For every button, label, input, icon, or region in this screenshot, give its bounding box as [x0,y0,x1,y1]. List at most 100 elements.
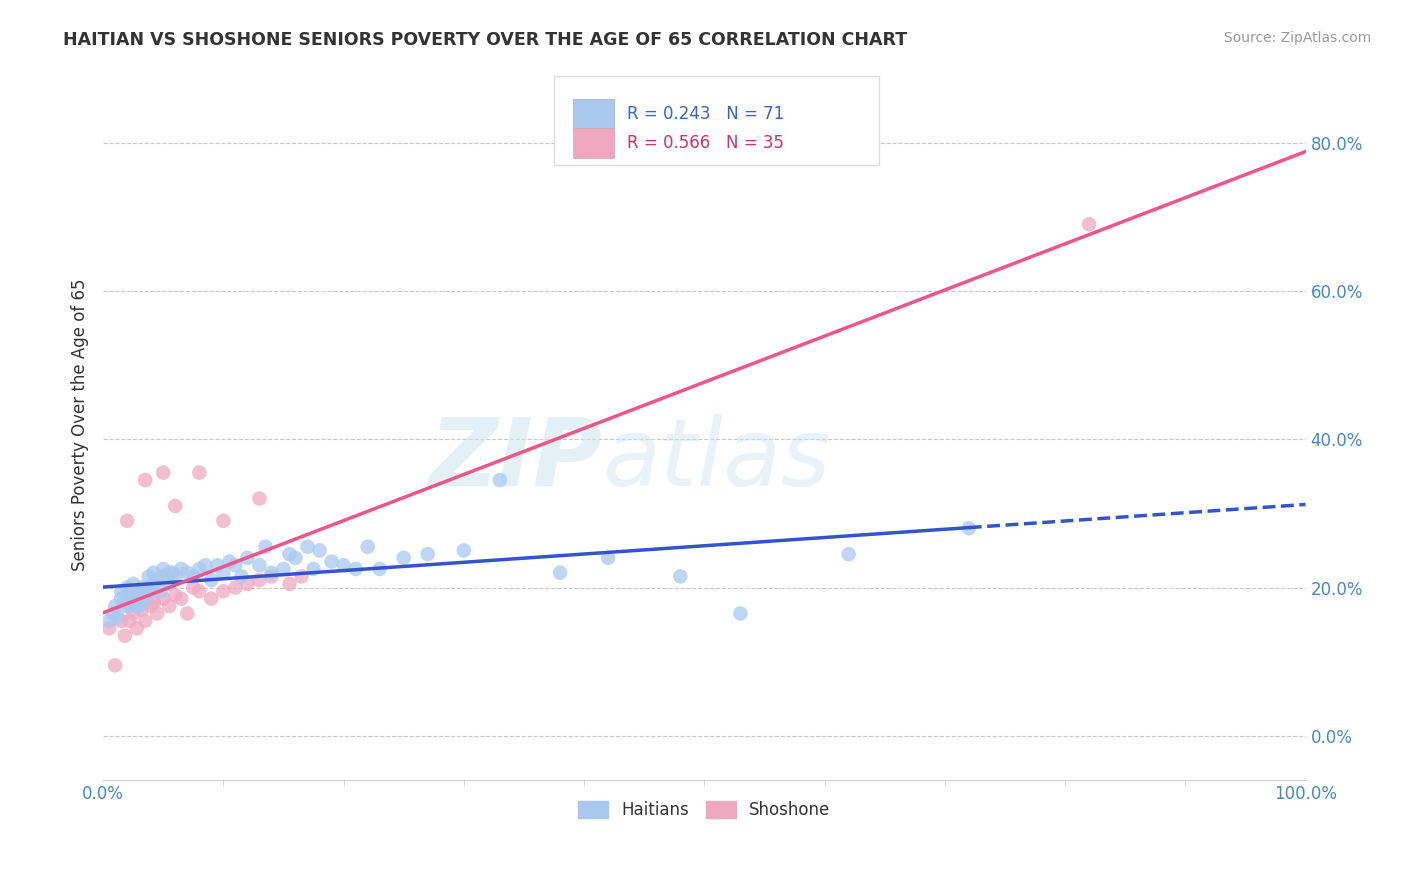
Text: HAITIAN VS SHOSHONE SENIORS POVERTY OVER THE AGE OF 65 CORRELATION CHART: HAITIAN VS SHOSHONE SENIORS POVERTY OVER… [63,31,907,49]
Point [224,558,246,573]
Point [170,591,193,606]
Text: ZIP: ZIP [429,414,602,506]
Point [249,491,271,506]
Point [290,569,312,583]
Point [142,577,165,591]
Text: Source: ZipAtlas.com: Source: ZipAtlas.com [1223,31,1371,45]
Point [125,599,148,613]
Point [730,607,752,621]
Point [122,595,145,609]
Point [236,577,259,591]
Point [122,607,145,621]
Point [200,591,222,606]
Point [260,566,283,580]
Point [157,577,180,591]
Point [212,514,235,528]
Point [278,547,301,561]
Point [453,543,475,558]
Point [128,599,150,613]
Text: atlas: atlas [602,415,831,506]
Point [118,584,141,599]
Point [131,603,153,617]
Point [254,540,277,554]
Point [218,555,240,569]
Point [838,547,860,561]
Point [321,555,343,569]
Point [107,610,129,624]
Point [152,591,174,606]
Point [165,588,187,602]
Point [134,473,156,487]
Point [416,547,439,561]
Point [149,584,172,599]
Point [598,550,620,565]
Point [125,584,148,599]
Point [669,569,692,583]
Point [344,562,367,576]
Point [104,599,127,613]
Point [188,466,211,480]
Point [131,591,153,606]
Point [284,550,307,565]
Point [188,584,211,599]
FancyBboxPatch shape [574,128,614,158]
Point [176,566,198,580]
Point [489,473,512,487]
Point [152,562,174,576]
Point [98,614,121,628]
Point [249,573,271,587]
Point [98,621,121,635]
Point [297,540,319,554]
Point [249,558,271,573]
Point [368,562,391,576]
Point [110,591,132,606]
Point [356,540,378,554]
Point [308,543,330,558]
Point [141,581,163,595]
Point [114,629,136,643]
Point [194,558,217,573]
FancyBboxPatch shape [574,99,614,128]
Point [115,581,138,595]
Point [273,562,295,576]
Point [152,466,174,480]
Point [114,599,136,613]
Point [278,577,301,591]
Point [104,658,127,673]
Y-axis label: Seniors Poverty Over the Age of 65: Seniors Poverty Over the Age of 65 [72,278,89,571]
Point [332,558,354,573]
Point [157,566,180,580]
Point [224,581,246,595]
Point [110,614,132,628]
Point [125,621,148,635]
Point [138,569,160,583]
Point [181,581,204,595]
Point [236,550,259,565]
FancyBboxPatch shape [554,76,879,165]
Point [176,607,198,621]
Point [128,588,150,602]
Point [1078,217,1101,231]
Point [188,562,211,576]
Point [212,566,235,580]
Point [200,573,222,587]
Point [141,599,163,613]
Point [142,566,165,580]
Point [110,584,132,599]
Point [260,569,283,583]
Point [138,581,160,595]
Point [131,581,153,595]
Point [207,558,229,573]
Point [146,607,169,621]
Point [181,569,204,583]
Point [165,569,187,583]
Point [162,566,184,580]
Point [118,599,141,613]
Text: R = 0.243   N = 71: R = 0.243 N = 71 [627,104,785,122]
Point [212,584,235,599]
Point [146,573,169,587]
Point [157,599,180,613]
Point [142,595,165,609]
Text: R = 0.566   N = 35: R = 0.566 N = 35 [627,134,785,152]
Point [134,584,156,599]
